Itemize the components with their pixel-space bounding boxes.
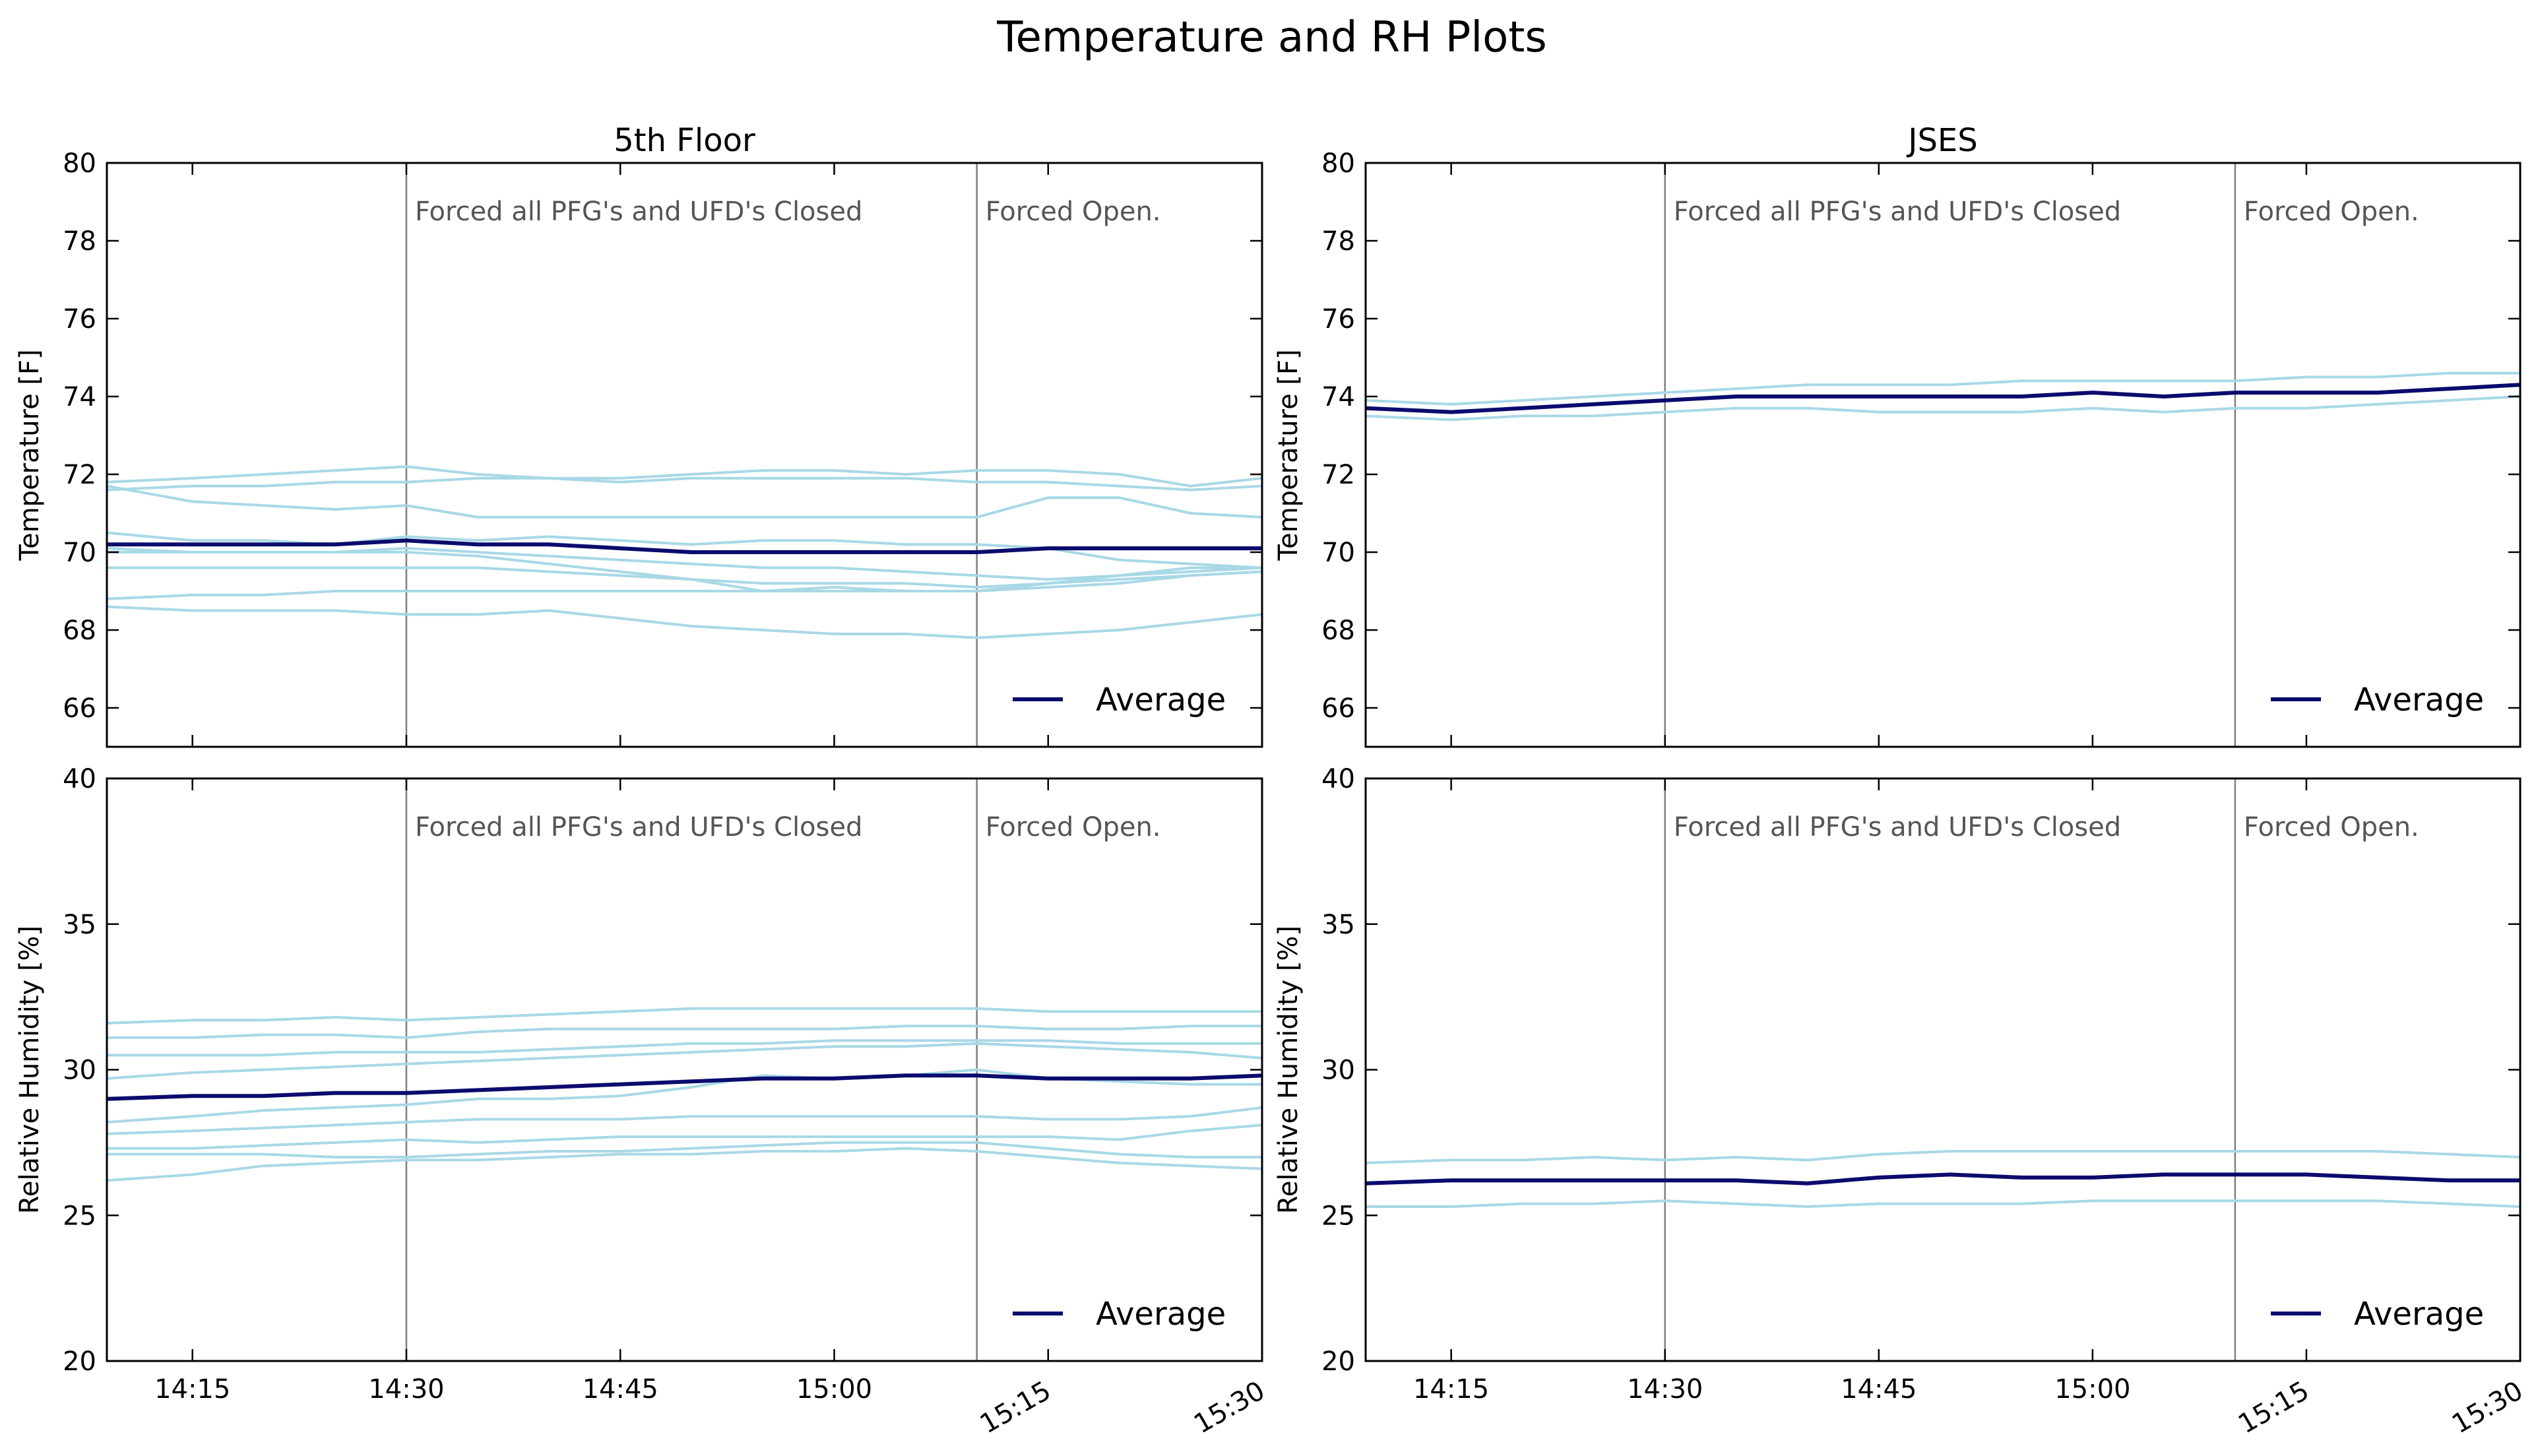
subplot-top-right: JSES Forced all PFG's and UFD's Closed For… <box>1273 122 2522 748</box>
sensor-series-line <box>106 465 1263 488</box>
y-axis-label: Temperature [F] <box>1273 349 1304 561</box>
sensor-series-line <box>106 1106 1263 1135</box>
average-series-line <box>1365 383 2521 414</box>
sensor-series-line <box>106 1042 1263 1080</box>
x-tick-label: 15:00 <box>2054 1374 2130 1405</box>
x-tick-label: 14:30 <box>368 1374 444 1405</box>
event-annotation: Forced Open. <box>2244 812 2419 842</box>
sensor-series-line <box>106 1007 1262 1025</box>
average-series-line <box>107 538 1262 554</box>
subplot-grid: 5th Floor Forced all PFG's and UFD's Clos… <box>15 122 2528 1440</box>
legend-label: Average <box>2354 681 2484 718</box>
y-tick-label: 35 <box>63 910 96 940</box>
subplot-title: 5th Floor <box>614 122 755 159</box>
y-tick-label: 76 <box>63 304 96 334</box>
y-tick-label: 76 <box>1321 304 1355 334</box>
legend-label: Average <box>1096 681 1226 718</box>
x-tick-label: 14:15 <box>1413 1374 1489 1405</box>
sensor-series-line <box>107 1039 1262 1057</box>
axes-frame <box>106 162 1263 748</box>
y-tick-label: 80 <box>63 148 96 179</box>
sensor-series-line <box>107 1025 1262 1039</box>
y-tick-label: 20 <box>63 1346 96 1377</box>
sensor-series-line <box>106 476 1263 491</box>
event-annotation: Forced all PFG's and UFD's Closed <box>415 197 862 227</box>
legend: Average <box>2271 681 2484 718</box>
sensor-series-line <box>107 1124 1263 1150</box>
sensor-series-line <box>1366 1199 2521 1208</box>
sensor-series-line <box>106 1147 1263 1182</box>
y-tick-label: 20 <box>1321 1346 1355 1377</box>
sensor-series-line <box>106 605 1263 639</box>
y-axis-label: Temperature [F] <box>15 349 45 561</box>
subplot-bottom-right: Forced all PFG's and UFD's Closed Forced … <box>1273 764 2528 1440</box>
sensor-series-line <box>106 484 1263 519</box>
event-annotation: Forced Open. <box>2244 197 2419 227</box>
y-tick-label: 72 <box>1321 460 1355 490</box>
legend-label: Average <box>2354 1296 2484 1333</box>
y-tick-label: 68 <box>1321 616 1355 646</box>
x-tick-label: 14:45 <box>583 1374 658 1405</box>
y-tick-label: 35 <box>1321 910 1355 940</box>
average-series-line <box>106 1073 1263 1101</box>
y-tick-label: 72 <box>63 460 96 490</box>
x-tick-label: 14:30 <box>1627 1374 1703 1405</box>
sensor-series-line <box>107 1141 1262 1158</box>
sensor-series-line <box>107 566 1263 592</box>
y-tick-label: 66 <box>1321 693 1355 724</box>
y-tick-label: 80 <box>1321 148 1355 179</box>
sensor-series-line <box>106 570 1263 600</box>
y-tick-label: 30 <box>1321 1056 1355 1086</box>
subplot-title: JSES <box>1906 122 1977 159</box>
x-tick-label: 15:00 <box>796 1374 872 1405</box>
sensor-series-line <box>1365 395 2521 422</box>
y-tick-label: 78 <box>63 226 96 257</box>
event-annotation: Forced all PFG's and UFD's Closed <box>1674 197 2121 227</box>
event-annotation: Forced all PFG's and UFD's Closed <box>415 812 862 842</box>
event-annotation: Forced Open. <box>986 812 1161 842</box>
average-series-line <box>1365 1172 2520 1186</box>
legend-label: Average <box>1096 1296 1226 1333</box>
y-tick-label: 74 <box>1321 382 1355 412</box>
y-tick-label: 66 <box>63 693 96 724</box>
event-annotation: Forced all PFG's and UFD's Closed <box>1674 812 2121 842</box>
y-tick-label: 70 <box>63 538 96 568</box>
y-tick-label: 25 <box>1321 1201 1355 1231</box>
y-tick-label: 78 <box>1321 226 1355 257</box>
y-tick-label: 68 <box>63 616 96 646</box>
figure-title: Temperature and RH Plots <box>996 13 1546 62</box>
y-tick-label: 40 <box>63 764 96 794</box>
x-tick-label: 14:15 <box>154 1374 230 1405</box>
subplot-top-left: 5th Floor Forced all PFG's and UFD's Clos… <box>15 122 1263 748</box>
y-tick-label: 25 <box>63 1201 96 1231</box>
axes-frame <box>1364 162 2522 748</box>
sensor-series-line <box>1365 371 2520 406</box>
event-annotation: Forced Open. <box>986 197 1161 227</box>
y-tick-label: 40 <box>1321 764 1355 794</box>
y-tick-label: 70 <box>1321 538 1355 568</box>
y-tick-label: 30 <box>63 1056 96 1086</box>
legend: Average <box>1013 681 1226 718</box>
legend: Average <box>2271 1296 2484 1333</box>
y-axis-label: Relative Humidity [%] <box>15 926 45 1214</box>
y-axis-label: Relative Humidity [%] <box>1273 926 1304 1214</box>
y-tick-label: 74 <box>63 382 96 412</box>
x-tick-label: 14:45 <box>1841 1374 1917 1405</box>
legend: Average <box>1013 1296 1226 1333</box>
sensor-series-line <box>1365 1150 2521 1164</box>
subplot-bottom-left: Forced all PFG's and UFD's Closed Forced … <box>15 764 1270 1440</box>
